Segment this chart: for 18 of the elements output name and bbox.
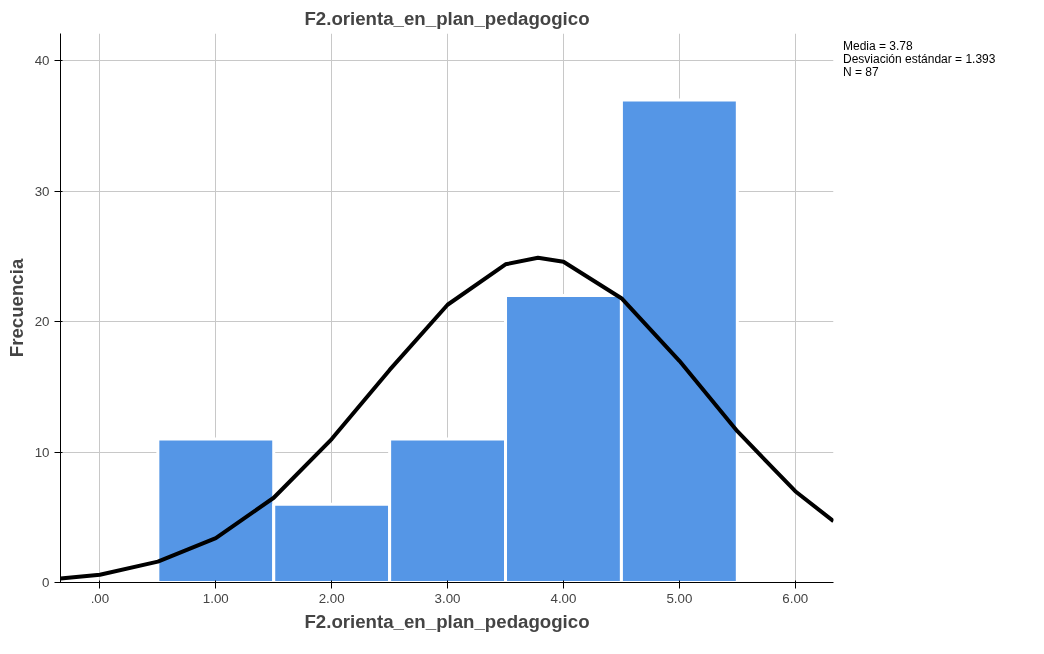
y-tick-label: 30 [34,183,50,199]
y-tick-label: 0 [42,575,50,590]
text: Desviación estándar = 1.393 [843,52,996,67]
x-tick-label: 6.00 [782,590,809,606]
x-tick-label: .00 [90,590,110,606]
x-tick-label: 1.00 [202,590,229,606]
x-tick-label: 2.00 [318,590,345,606]
y-tick-label: 20 [34,314,50,330]
chart-title: F2.orienta_en_plan_pedagogico [304,7,590,29]
text: N = 87 [843,65,879,80]
text: Media = 3.78 [843,39,913,53]
y-tick-label: 40 [34,53,50,69]
y-axis-title: Frecuencia [5,258,27,358]
x-tick-label: 5.00 [666,590,693,606]
x-tick-label: 4.00 [550,590,577,606]
x-tick-label: 3.00 [434,590,461,606]
x-axis-title: F2.orienta_en_plan_pedagogico [304,610,590,632]
y-tick-label: 10 [34,444,50,460]
